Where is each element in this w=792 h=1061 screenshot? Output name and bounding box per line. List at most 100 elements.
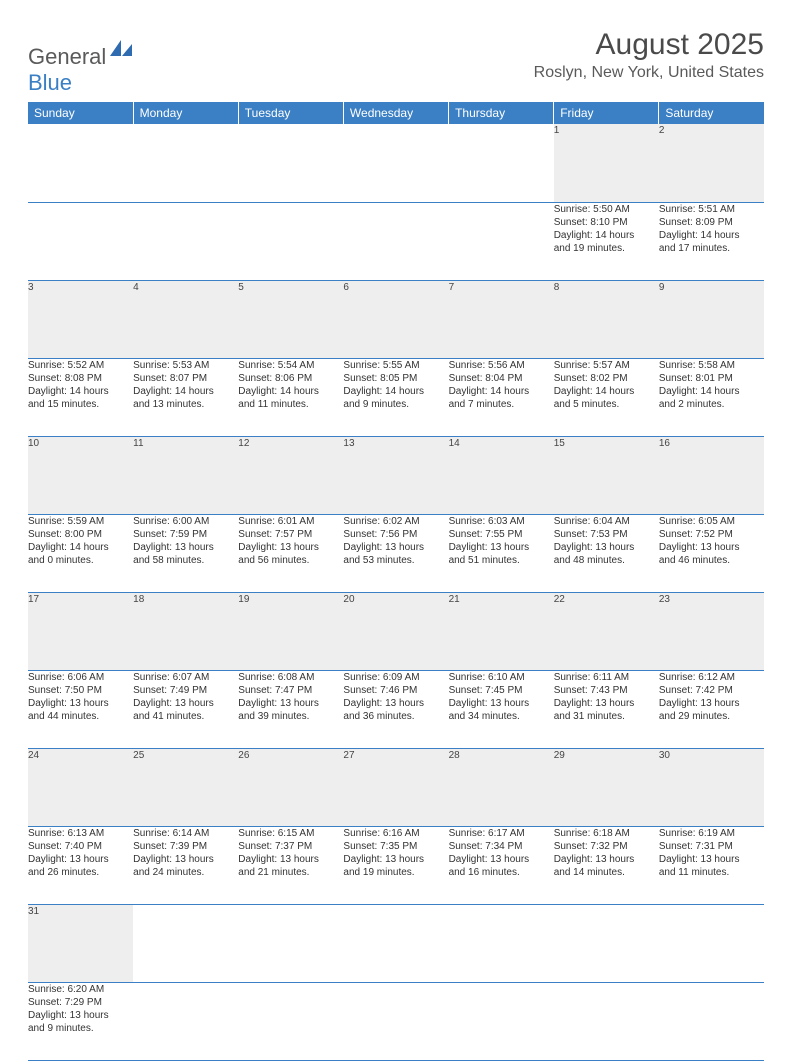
sunset-text: Sunset: 7:52 PM (659, 528, 764, 541)
sunrise-text: Sunrise: 6:12 AM (659, 671, 764, 684)
location: Roslyn, New York, United States (534, 64, 764, 82)
day-data-row: Sunrise: 5:59 AMSunset: 8:00 PMDaylight:… (28, 514, 764, 592)
day-number-cell (238, 904, 343, 982)
day-number-row: 10111213141516 (28, 436, 764, 514)
day-number-cell: 28 (449, 748, 554, 826)
sunrise-text: Sunrise: 6:11 AM (554, 671, 659, 684)
day-number-cell (133, 904, 238, 982)
day-number-cell: 7 (449, 280, 554, 358)
sunset-text: Sunset: 7:47 PM (238, 684, 343, 697)
daylight-text: and 7 minutes. (449, 398, 554, 411)
daylight-text: Daylight: 14 hours (554, 229, 659, 242)
logo-text-general: General (28, 44, 106, 69)
day-data-cell: Sunrise: 6:00 AMSunset: 7:59 PMDaylight:… (133, 514, 238, 592)
day-number-cell: 18 (133, 592, 238, 670)
day-number-cell: 10 (28, 436, 133, 514)
daylight-text: and 16 minutes. (449, 866, 554, 879)
daylight-text: and 19 minutes. (343, 866, 448, 879)
daylight-text: Daylight: 13 hours (449, 853, 554, 866)
daylight-text: Daylight: 13 hours (554, 541, 659, 554)
sunrise-text: Sunrise: 6:16 AM (343, 827, 448, 840)
day-data-cell: Sunrise: 6:12 AMSunset: 7:42 PMDaylight:… (659, 670, 764, 748)
day-number-cell: 22 (554, 592, 659, 670)
day-number-cell: 15 (554, 436, 659, 514)
daylight-text: and 14 minutes. (554, 866, 659, 879)
daylight-text: and 39 minutes. (238, 710, 343, 723)
day-data-cell: Sunrise: 6:20 AMSunset: 7:29 PMDaylight:… (28, 982, 133, 1060)
day-data-cell (659, 982, 764, 1060)
day-header: Friday (554, 102, 659, 124)
daylight-text: and 13 minutes. (133, 398, 238, 411)
sunrise-text: Sunrise: 5:55 AM (343, 359, 448, 372)
sunset-text: Sunset: 7:55 PM (449, 528, 554, 541)
day-data-cell: Sunrise: 5:55 AMSunset: 8:05 PMDaylight:… (343, 358, 448, 436)
day-data-cell: Sunrise: 5:58 AMSunset: 8:01 PMDaylight:… (659, 358, 764, 436)
day-data-row: Sunrise: 6:06 AMSunset: 7:50 PMDaylight:… (28, 670, 764, 748)
day-data-cell: Sunrise: 5:57 AMSunset: 8:02 PMDaylight:… (554, 358, 659, 436)
daylight-text: and 9 minutes. (343, 398, 448, 411)
day-number-cell (449, 124, 554, 202)
logo: GeneralBlue (28, 38, 134, 96)
daylight-text: and 5 minutes. (554, 398, 659, 411)
sunset-text: Sunset: 7:29 PM (28, 996, 133, 1009)
daylight-text: and 51 minutes. (449, 554, 554, 567)
day-header: Thursday (449, 102, 554, 124)
sunrise-text: Sunrise: 6:10 AM (449, 671, 554, 684)
daylight-text: Daylight: 13 hours (133, 541, 238, 554)
day-data-cell: Sunrise: 6:11 AMSunset: 7:43 PMDaylight:… (554, 670, 659, 748)
day-data-cell (238, 982, 343, 1060)
day-number-cell: 13 (343, 436, 448, 514)
daylight-text: Daylight: 13 hours (238, 853, 343, 866)
sunset-text: Sunset: 8:02 PM (554, 372, 659, 385)
day-number-cell: 26 (238, 748, 343, 826)
daylight-text: Daylight: 13 hours (28, 1009, 133, 1022)
sunrise-text: Sunrise: 6:09 AM (343, 671, 448, 684)
day-number-cell: 14 (449, 436, 554, 514)
day-number-cell: 27 (343, 748, 448, 826)
sunrise-text: Sunrise: 6:13 AM (28, 827, 133, 840)
sunrise-text: Sunrise: 6:17 AM (449, 827, 554, 840)
daylight-text: and 36 minutes. (343, 710, 448, 723)
day-data-cell: Sunrise: 6:14 AMSunset: 7:39 PMDaylight:… (133, 826, 238, 904)
day-number-cell: 31 (28, 904, 133, 982)
day-data-cell: Sunrise: 5:56 AMSunset: 8:04 PMDaylight:… (449, 358, 554, 436)
sunset-text: Sunset: 7:46 PM (343, 684, 448, 697)
sunrise-text: Sunrise: 5:54 AM (238, 359, 343, 372)
day-number-cell: 8 (554, 280, 659, 358)
daylight-text: and 15 minutes. (28, 398, 133, 411)
daylight-text: Daylight: 14 hours (238, 385, 343, 398)
sunset-text: Sunset: 7:32 PM (554, 840, 659, 853)
sunrise-text: Sunrise: 5:56 AM (449, 359, 554, 372)
daylight-text: and 56 minutes. (238, 554, 343, 567)
day-data-row: Sunrise: 6:13 AMSunset: 7:40 PM Daylight:… (28, 826, 764, 904)
sunset-text: Sunset: 8:10 PM (554, 216, 659, 229)
day-number-cell: 11 (133, 436, 238, 514)
day-header: Sunday (28, 102, 133, 124)
sunset-text: Sunset: 7:39 PM (133, 840, 238, 853)
sunset-text: Sunset: 7:42 PM (659, 684, 764, 697)
sunrise-text: Sunrise: 6:05 AM (659, 515, 764, 528)
daylight-text: and 21 minutes. (238, 866, 343, 879)
daylight-text: Daylight: 13 hours (659, 697, 764, 710)
day-number-cell: 23 (659, 592, 764, 670)
day-header: Wednesday (343, 102, 448, 124)
daylight-text: Daylight: 13 hours (28, 697, 133, 710)
day-data-cell (449, 202, 554, 280)
sunset-text: Sunset: 7:31 PM (659, 840, 764, 853)
day-data-cell: Sunrise: 6:08 AMSunset: 7:47 PMDaylight:… (238, 670, 343, 748)
sunset-text: Sunset: 7:40 PM (28, 840, 133, 853)
daylight-text: Daylight: 14 hours (659, 229, 764, 242)
day-number-cell: 19 (238, 592, 343, 670)
day-data-cell (343, 982, 448, 1060)
logo-text-blue: Blue (28, 70, 72, 95)
day-data-cell: Sunrise: 6:07 AMSunset: 7:49 PMDaylight:… (133, 670, 238, 748)
daylight-text: Daylight: 14 hours (659, 385, 764, 398)
day-number-cell (238, 124, 343, 202)
sunset-text: Sunset: 7:57 PM (238, 528, 343, 541)
day-data-cell: Sunrise: 6:18 AMSunset: 7:32 PMDaylight:… (554, 826, 659, 904)
month-title: August 2025 (534, 28, 764, 62)
day-number-cell: 17 (28, 592, 133, 670)
day-number-cell: 6 (343, 280, 448, 358)
day-data-row: Sunrise: 5:52 AMSunset: 8:08 PMDaylight:… (28, 358, 764, 436)
day-data-cell: Sunrise: 6:02 AMSunset: 7:56 PMDaylight:… (343, 514, 448, 592)
